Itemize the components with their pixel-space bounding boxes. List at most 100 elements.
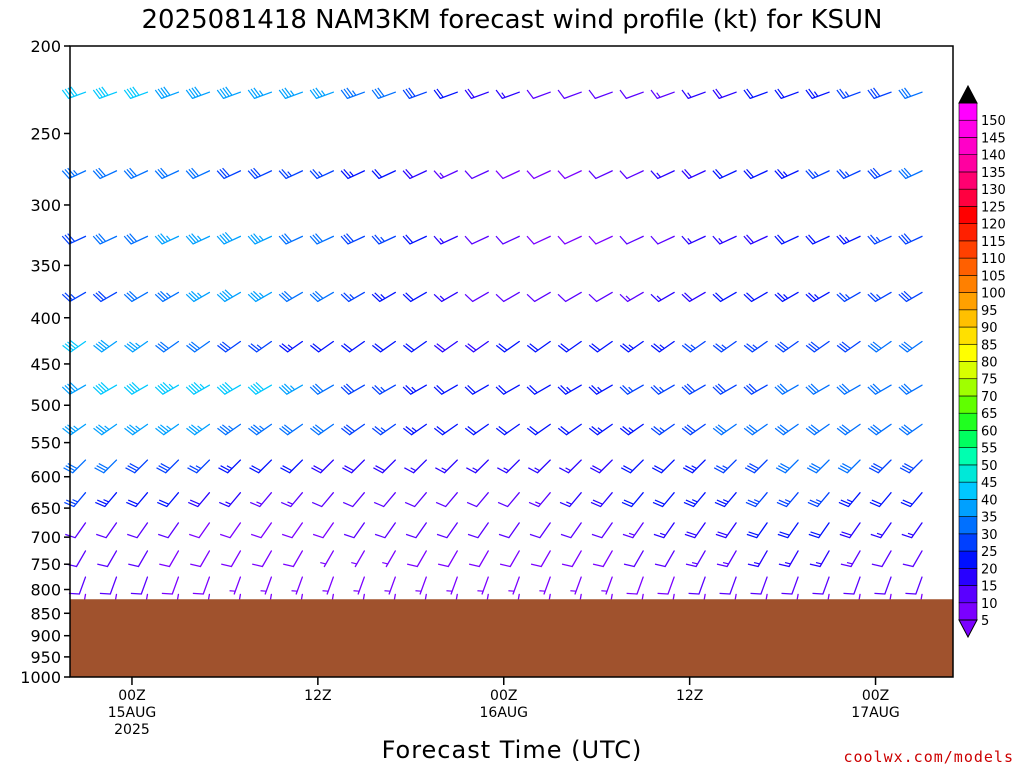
wind-barb [311, 459, 335, 474]
wind-barb [92, 290, 118, 303]
barb-feather [623, 563, 635, 568]
barb-feather [163, 86, 171, 96]
barb-half-feather [290, 385, 295, 391]
barb-feather [808, 426, 818, 434]
barb-feather [219, 88, 227, 98]
wind-barb [526, 235, 551, 245]
barb-feather [129, 233, 138, 242]
barb-staff [564, 170, 582, 180]
wind-barb [867, 383, 892, 395]
barb-feather [777, 426, 787, 434]
wind-barb [320, 550, 335, 568]
wind-barb [404, 459, 427, 474]
barb-feather [684, 168, 692, 178]
colorbar-bottom-arrow [958, 619, 978, 639]
barb-feather [129, 463, 140, 470]
barb-staff [440, 235, 458, 245]
barb-staff [261, 550, 273, 568]
x-tick-label: 00Z [490, 688, 517, 704]
barb-feather [712, 89, 720, 99]
barb-feather [433, 344, 443, 353]
wind-barb [557, 291, 582, 303]
wind-barb [836, 88, 861, 99]
barb-feather [95, 501, 106, 508]
wind-barb [433, 235, 458, 245]
barb-staff [780, 91, 799, 99]
wind-barb [898, 233, 923, 245]
barb-staff [198, 522, 211, 539]
barb-feather [808, 88, 816, 98]
barb-feather [715, 88, 723, 98]
colorbar-swatch [958, 188, 978, 207]
wind-barb [657, 576, 675, 595]
barb-feather [588, 344, 598, 353]
wind-barb [188, 522, 211, 539]
barb-feather [63, 467, 74, 474]
barb-feather [836, 235, 845, 245]
barb-feather [188, 533, 200, 539]
barb-half-feather [410, 467, 416, 472]
wind-barb [898, 340, 923, 353]
barb-half-feather [753, 499, 760, 503]
barb-feather [870, 88, 878, 98]
barb-feather [97, 499, 108, 505]
barb-feather [372, 344, 381, 353]
barb-feather [255, 382, 265, 391]
barb-feather [467, 426, 477, 434]
barb-feather [93, 427, 103, 436]
barb-half-feather [318, 171, 323, 177]
colorbar-label: 125 [981, 200, 1006, 215]
barb-feather [591, 533, 603, 539]
barb-feather [588, 170, 597, 179]
barb-staff [688, 235, 706, 245]
wind-barb [588, 170, 613, 180]
barb-feather [252, 290, 262, 299]
barb-feather [371, 386, 381, 395]
barb-half-feather [659, 427, 665, 432]
wind-barb [719, 576, 737, 595]
barb-feather [129, 87, 137, 97]
barb-feather [61, 170, 70, 179]
barb-half-feather [784, 561, 791, 565]
wind-barb [372, 340, 396, 353]
wind-barb [446, 576, 458, 595]
wind-barb [309, 290, 335, 303]
barb-feather [836, 386, 845, 395]
barb-staff [352, 492, 365, 508]
barb-feather [98, 87, 106, 97]
wind-barb [154, 233, 180, 245]
barb-staff [383, 492, 396, 508]
barb-feather [775, 467, 786, 474]
barb-feather [219, 426, 229, 434]
wind-barb [898, 87, 923, 99]
barb-staff [750, 170, 768, 180]
wind-barb [589, 459, 613, 474]
wind-barb [309, 233, 335, 245]
barb-feather [374, 234, 383, 244]
barb-feather [870, 343, 880, 351]
barb-feather [405, 385, 414, 394]
wind-barb [159, 550, 180, 568]
barb-staff [915, 576, 923, 595]
barb-half-feather [439, 172, 445, 178]
barb-feather [129, 424, 138, 432]
colorbar-label: 80 [981, 356, 998, 371]
barb-feather [805, 235, 814, 245]
barb-feather [92, 89, 101, 99]
barb-feather [464, 89, 472, 99]
barb-feather [126, 343, 136, 351]
terrain-ground [70, 599, 953, 677]
barb-feather [188, 292, 197, 301]
barb-feather [590, 501, 601, 508]
barb-feather [870, 533, 881, 539]
wind-barb [683, 492, 706, 508]
barb-half-feather [656, 295, 662, 301]
barb-staff [539, 522, 551, 539]
barb-feather [253, 233, 261, 242]
wind-barb [588, 340, 613, 353]
barb-half-feather [691, 499, 698, 503]
wind-barb [812, 576, 830, 595]
barb-feather [873, 87, 881, 97]
barb-staff [812, 235, 830, 245]
barb-staff [667, 576, 675, 595]
